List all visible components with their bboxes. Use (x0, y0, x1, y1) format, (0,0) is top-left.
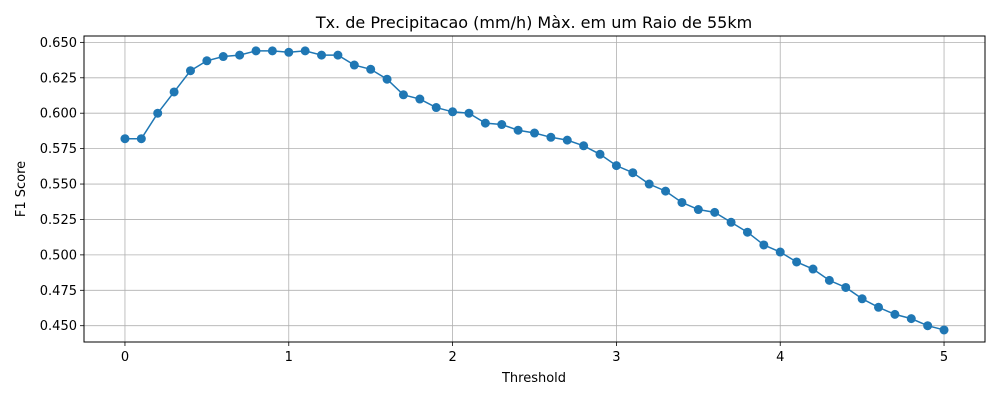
data-point (857, 294, 867, 304)
data-point (251, 46, 261, 56)
data-point (218, 52, 228, 62)
data-point (415, 94, 425, 104)
data-point (202, 56, 212, 66)
data-point (792, 257, 802, 267)
data-point (382, 74, 392, 84)
data-point (693, 205, 703, 215)
data-point (890, 309, 900, 319)
data-point (497, 120, 507, 130)
data-point (628, 168, 638, 178)
y-tick-label: 0.475 (40, 284, 77, 299)
y-tick-label: 0.550 (40, 178, 77, 193)
data-point (513, 125, 523, 135)
data-point (824, 275, 834, 285)
data-point (267, 46, 277, 56)
data-point (136, 134, 146, 144)
series-line (124, 50, 945, 331)
data-point (366, 64, 376, 74)
data-point (939, 325, 949, 335)
chart-title: Tx. de Precipitacao (mm/h) Màx. em um Ra… (315, 13, 752, 32)
data-point (644, 179, 654, 189)
x-tick-label: 3 (612, 350, 620, 365)
y-tick-label: 0.600 (40, 107, 77, 122)
data-point (300, 46, 310, 56)
data-point (120, 134, 130, 144)
data-point (480, 118, 490, 128)
data-point (923, 321, 933, 331)
x-tick-label: 5 (940, 350, 948, 365)
data-point (530, 128, 539, 138)
data-point (185, 66, 195, 76)
data-point (398, 90, 408, 100)
data-point (661, 186, 671, 196)
y-axis-ticks: 0.450 0.475 0.500 0.525 0.550 0.575 0.600 0.625… (40, 36, 84, 334)
data-point (448, 107, 458, 117)
data-point (726, 217, 736, 227)
x-tick-label: 2 (448, 350, 456, 365)
data-point (153, 108, 163, 118)
y-tick-label: 0.450 (40, 319, 77, 334)
data-point (742, 227, 752, 237)
data-points (120, 46, 949, 335)
y-tick-label: 0.575 (40, 142, 77, 157)
data-point (579, 141, 589, 151)
data-point (284, 47, 294, 57)
data-point (431, 103, 441, 113)
data-point (841, 282, 851, 292)
data-point (169, 87, 179, 97)
data-point (775, 247, 785, 257)
data-point (333, 50, 343, 60)
y-tick-label: 0.525 (40, 213, 77, 228)
data-point (546, 132, 556, 142)
x-tick-label: 0 (121, 350, 129, 365)
data-point (595, 149, 605, 159)
x-axis-label: Threshold (501, 371, 566, 386)
data-point (677, 197, 687, 207)
plot-area-frame (83, 35, 986, 343)
data-point (710, 207, 720, 217)
x-tick-label: 1 (285, 350, 293, 365)
data-point (874, 302, 884, 312)
y-axis-label: F1 Score (14, 161, 29, 217)
y-tick-label: 0.625 (40, 71, 77, 86)
data-point (759, 240, 769, 250)
data-point (317, 50, 327, 60)
data-point (611, 161, 621, 171)
data-point (349, 60, 359, 70)
data-point (562, 135, 572, 145)
x-tick-label: 4 (776, 350, 784, 365)
grid (84, 36, 985, 342)
y-tick-label: 0.650 (40, 36, 77, 51)
x-axis-ticks: 0 1 2 3 4 5 (121, 342, 948, 365)
y-tick-label: 0.500 (40, 248, 77, 263)
data-point (808, 264, 818, 274)
data-point (464, 108, 474, 118)
data-point (235, 50, 245, 60)
data-point (906, 314, 916, 324)
